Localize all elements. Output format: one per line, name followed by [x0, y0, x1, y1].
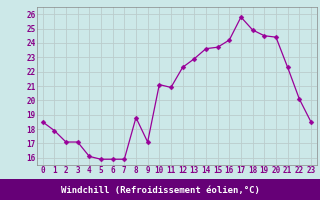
Text: Windchill (Refroidissement éolien,°C): Windchill (Refroidissement éolien,°C) [60, 186, 260, 195]
